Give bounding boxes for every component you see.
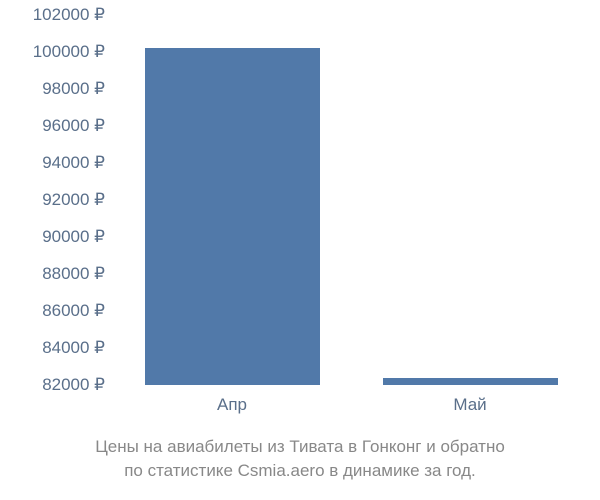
y-tick-label: 86000 ₽	[0, 301, 105, 321]
bar	[383, 378, 558, 385]
y-tick-label: 82000 ₽	[0, 375, 105, 395]
x-tick-label: Апр	[217, 395, 247, 415]
y-tick-label: 92000 ₽	[0, 190, 105, 210]
price-chart: 82000 ₽ 84000 ₽ 86000 ₽ 88000 ₽ 90000 ₽ 92000…	[0, 0, 600, 500]
y-axis: 82000 ₽84000 ₽86000 ₽88000 ₽90000 ₽92000…	[0, 15, 105, 385]
x-axis: Апр Май	[110, 395, 580, 425]
y-tick-label: 100000 ₽	[0, 42, 105, 62]
x-tick-label: Май	[453, 395, 486, 415]
caption-line2: по статистике Csmia.aero в динамике за г…	[124, 461, 476, 480]
bar	[145, 48, 320, 385]
y-tick-label: 98000 ₽	[0, 79, 105, 99]
caption-line1: Цены на авиабилеты из Тивата в Гонконг и…	[95, 437, 505, 456]
y-tick-label: 96000 ₽	[0, 116, 105, 136]
y-tick-label: 94000 ₽	[0, 153, 105, 173]
y-tick-label: 84000 ₽	[0, 338, 105, 358]
plot-area	[110, 15, 580, 385]
y-tick-label: 88000 ₽	[0, 264, 105, 284]
y-tick-label: 102000 ₽	[0, 5, 105, 25]
chart-caption: Цены на авиабилеты из Тивата в Гонконг и…	[0, 435, 600, 483]
y-tick-label: 90000 ₽	[0, 227, 105, 247]
